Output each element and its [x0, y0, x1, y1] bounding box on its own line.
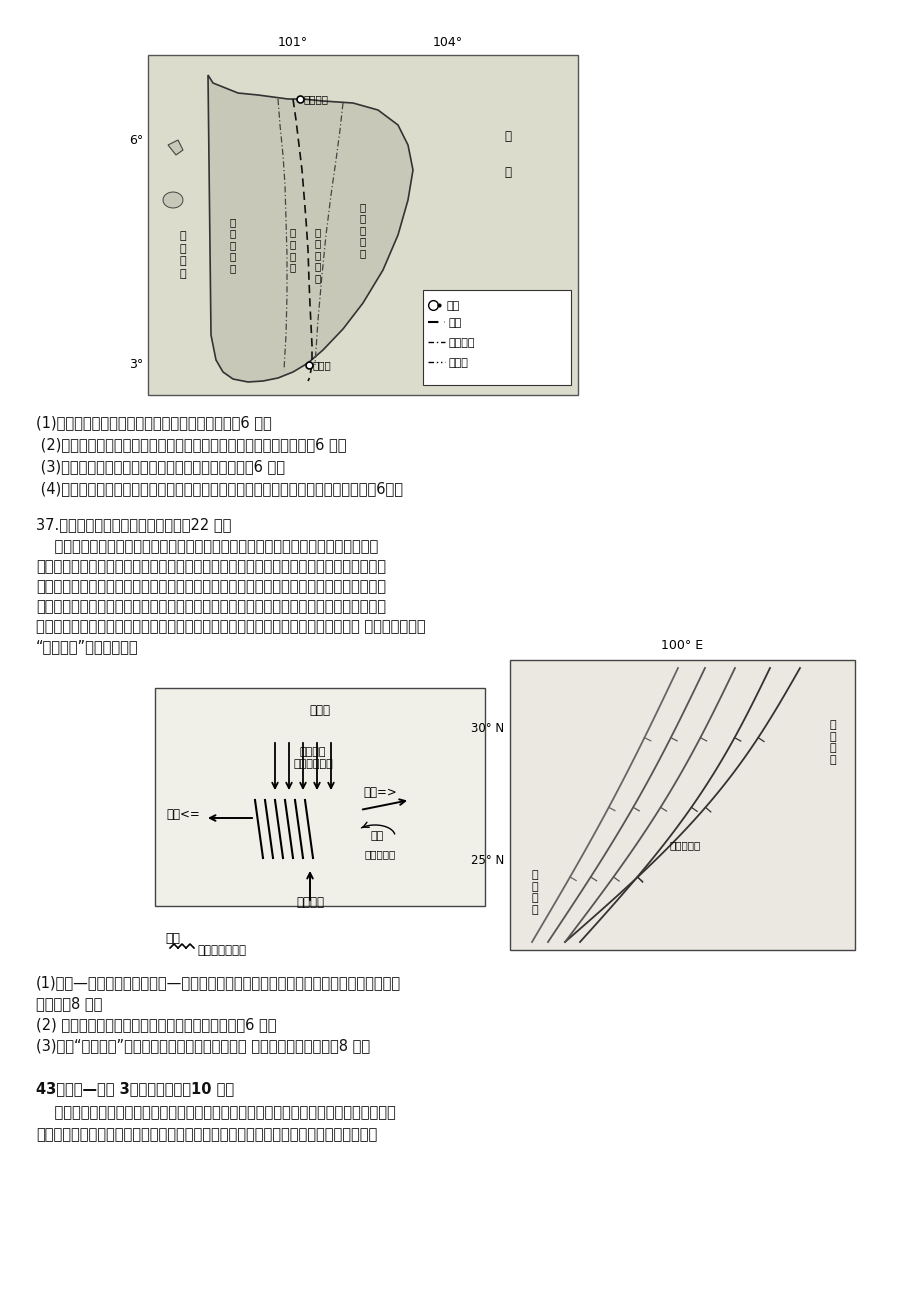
Text: 能的郊野度假中心。一般情况下，由于位置偏远，游客需自驾车携带行李前往野营基地。: 能的郊野度假中心。一般情况下，由于位置偏远，游客需自驾车携带行李前往野营基地。 [36, 1128, 377, 1142]
Text: 图例: 图例 [165, 932, 180, 945]
Text: 国界线: 国界线 [448, 358, 469, 368]
Text: 挬出=>: 挬出=> [363, 785, 396, 798]
Text: 断层及位移方向: 断层及位移方向 [197, 944, 245, 957]
Text: 哥打谷普: 哥打谷普 [303, 94, 329, 104]
Polygon shape [208, 76, 413, 381]
Text: 野营基地是拥有多间度假屋舍及露营帐蓬位，具备物资供应、休闲娱乐、紧急救据等多功: 野营基地是拥有多间度假屋舍及露营帐蓬位，具备物资供应、休闲娱乐、紧急救据等多功 [36, 1105, 395, 1120]
Text: 中
央
金
矿
带: 中 央 金 矿 带 [314, 227, 321, 284]
Text: 101°: 101° [278, 36, 308, 49]
Text: 三江造山带: 三江造山带 [669, 840, 700, 850]
Text: 37.阅读图文材料，完成下列要求。（22 分）: 37.阅读图文材料，完成下列要求。（22 分） [36, 517, 231, 533]
Bar [423, 290, 571, 385]
Text: 印度板块: 印度板块 [296, 896, 323, 909]
Text: (1)简述马来西亚丛林鐵路选择米轨火车的原因。（6 分）: (1)简述马来西亚丛林鐵路选择米轨火车的原因。（6 分） [36, 415, 271, 430]
Text: 东
部
锡
矿
带: 东 部 锡 矿 带 [359, 202, 366, 258]
Text: 亚欧板块
（扬子陆块）: 亚欧板块 （扬子陆块） [293, 747, 333, 769]
Text: 西
部
锶
矿
带: 西 部 锶 矿 带 [230, 217, 236, 273]
Text: 丛
林
铁
路: 丛 林 铁 路 [289, 228, 296, 272]
Text: 3°: 3° [129, 358, 142, 371]
Bar [509, 660, 854, 950]
Text: 25° N: 25° N [471, 854, 504, 867]
Text: 104°: 104° [433, 36, 462, 49]
Text: “三江并流”的壮观场景。: “三江并流”的壮观场景。 [36, 639, 139, 654]
Text: 6°: 6° [129, 134, 142, 147]
Text: 南

海: 南 海 [504, 130, 511, 180]
Text: 旋转: 旋转 [370, 831, 383, 841]
Text: 三江造山带: 三江造山带 [364, 849, 395, 859]
Text: 矿产分带: 矿产分带 [448, 339, 475, 348]
Text: 扬
子
陆
块: 扬 子 陆 块 [829, 720, 835, 764]
Text: 100° E: 100° E [660, 639, 702, 652]
Text: 30° N: 30° N [471, 721, 504, 734]
Text: 挬出<=: 挬出<= [166, 809, 199, 822]
Text: 城市: 城市 [447, 301, 460, 311]
Text: (4)简述哥打鲁城邻米轨动车的建设运营对促进该地区丛林鐵路动车化改造的意义。（6分）: (4)简述哥打鲁城邻米轨动车的建设运营对促进该地区丛林鐵路动车化改造的意义。（6… [36, 480, 403, 496]
Text: (1)嘉黎—高黎贡断裂带与甘洛—小江断裂带两侧岩体位移方向都相反，试对此做出合理的: (1)嘉黎—高黎贡断裂带与甘洛—小江断裂带两侧岩体位移方向都相反，试对此做出合理… [36, 975, 401, 990]
Bar [148, 55, 577, 395]
Polygon shape [168, 141, 183, 155]
Text: (3)分析马来西亚丛林鐵路动车化改造面临的困难。（6 分）: (3)分析马来西亚丛林鐵路动车化改造面临的困难。（6 分） [36, 460, 285, 474]
Text: 解释。（8 分）: 解释。（8 分） [36, 996, 102, 1010]
Text: 鐵路: 鐵路 [448, 318, 461, 328]
Text: 晋白庞纪开始，印度板块向北与亚欧板块初始碰撞挤压，导致青藏高原东南缘地壳增: 晋白庞纪开始，印度板块向北与亚欧板块初始碰撞挤压，导致青藏高原东南缘地壳增 [36, 539, 378, 553]
Text: 屑隆坡: 屑隆坡 [312, 359, 332, 370]
Text: (2) 分析三江造山带地壳运动对火山活动的影响。（6 分）: (2) 分析三江造山带地壳运动对火山活动的影响。（6 分） [36, 1017, 277, 1032]
Text: (3)判断“三江并流”地区河流、断裂带的先后形成！ 页序，并说明理由。（8 分）: (3)判断“三江并流”地区河流、断裂带的先后形成！ 页序，并说明理由。（8 分） [36, 1038, 369, 1053]
Polygon shape [163, 191, 183, 208]
Text: 三江造山带边缘受到强烈剪切，向外挬出的过程中顺时针旋转（如下列左图）。摩擦剪切热: 三江造山带边缘受到强烈剪切，向外挬出的过程中顺时针旋转（如下列左图）。摩擦剪切热 [36, 579, 386, 594]
Bar [154, 687, 484, 906]
Text: 江造山带地区形成众多断裂带（如下列右图），留有多处火山遗迹，且形成了金沙江 、潾沧江、怨江: 江造山带地区形成众多断裂带（如下列右图），留有多处火山遗迹，且形成了金沙江 、潾… [36, 618, 425, 634]
Text: 43《地理—选修 3：旅游地理》（10 分）: 43《地理—选修 3：旅游地理》（10 分） [36, 1081, 233, 1096]
Text: 马
六
甲
海: 马 六 甲 海 [179, 232, 187, 279]
Text: 厚，三江造山带构造体系初步形成。之后，印度板块与扬子陆块（属亚欧板块）相向运动，: 厚，三江造山带构造体系初步形成。之后，印度板块与扬子陆块（属亚欧板块）相向运动， [36, 559, 386, 574]
Text: 印
度
板
块: 印 度 板 块 [531, 870, 538, 915]
Text: 对断层附近的温度结构起关键作用，剪切生热很容易使岩石温度升高，接近燔点。如今，三: 对断层附近的温度结构起关键作用，剪切生热很容易使岩石温度升高，接近燔点。如今，三 [36, 599, 386, 615]
Text: (2)说明马来西亚丛林鐵路功能变迁对沿线地区服务业类型的影响。（6 分）: (2)说明马来西亚丛林鐵路功能变迁对沿线地区服务业类型的影响。（6 分） [36, 437, 346, 452]
Text: 固定端: 固定端 [309, 704, 330, 717]
